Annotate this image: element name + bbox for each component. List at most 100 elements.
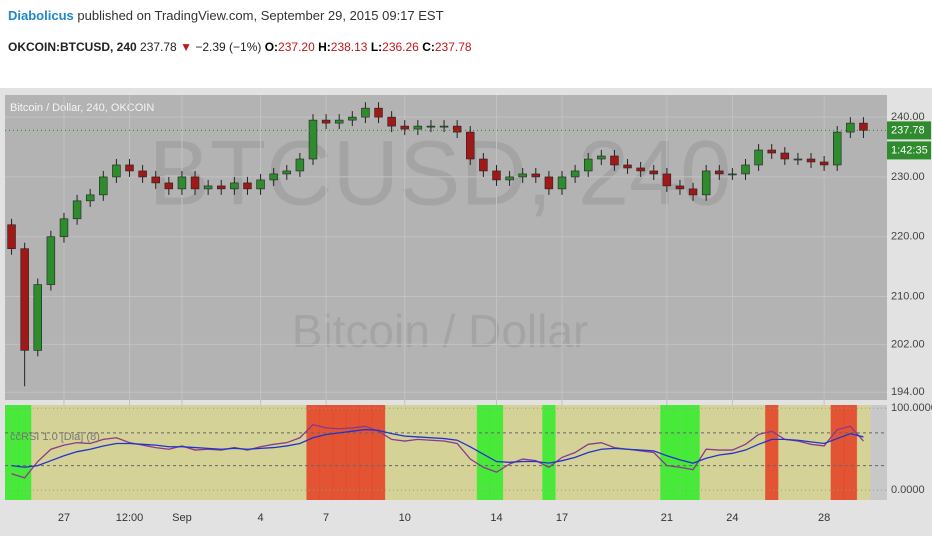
- o: 237.20: [278, 40, 315, 54]
- state-band: [778, 405, 792, 500]
- state-band: [267, 405, 281, 500]
- state-band: [738, 405, 753, 500]
- candle-body: [846, 122, 855, 133]
- x-tick-label: 21: [661, 512, 673, 524]
- x-tick-label: 27: [58, 512, 70, 524]
- state-band: [371, 405, 386, 500]
- candle-body: [308, 119, 318, 160]
- last: 237.78: [140, 40, 177, 54]
- x-tick-label: 28: [818, 512, 830, 524]
- state-band: [634, 405, 648, 500]
- candle-body: [413, 125, 423, 130]
- state-band: [463, 405, 478, 500]
- x-tick-label: 4: [258, 512, 264, 524]
- x-tick-label: 10: [399, 512, 411, 524]
- candle-body: [492, 170, 501, 181]
- price-tag-label: 237.78: [891, 124, 925, 136]
- candle-body: [7, 224, 16, 249]
- watermark-subtitle: Bitcoin / Dollar: [292, 305, 589, 357]
- candle-body: [59, 218, 69, 238]
- price-tag: [887, 121, 931, 140]
- candle-body: [531, 173, 541, 178]
- candle-body: [715, 170, 724, 175]
- candle-body: [623, 164, 632, 169]
- candle-body: [688, 188, 698, 196]
- state-band: [5, 405, 19, 500]
- state-band: [136, 405, 150, 500]
- state-band: [358, 405, 373, 500]
- candle-body: [282, 170, 292, 175]
- symbol-line: OKCOIN:BTCUSD, 240 237.78 ▼ −2.39 (−1%) …: [8, 40, 472, 54]
- state-band: [752, 405, 766, 500]
- candle-body: [203, 185, 213, 190]
- candle-body: [780, 152, 790, 160]
- candle-body: [164, 182, 174, 190]
- candle-body: [295, 158, 305, 172]
- candle-body: [256, 179, 265, 190]
- y-tick-label: 220.00: [891, 231, 925, 243]
- change: −2.39 (−1%): [195, 40, 261, 54]
- candle-body: [400, 125, 409, 130]
- state-band: [817, 405, 832, 500]
- candle-body: [649, 170, 658, 175]
- arrow: ▼: [180, 40, 192, 54]
- state-band: [555, 405, 570, 500]
- candle-body: [662, 173, 672, 187]
- state-band: [489, 405, 504, 500]
- y-tick-label: 194.00: [891, 386, 925, 398]
- state-band: [660, 405, 674, 500]
- state-band: [398, 405, 412, 500]
- h-label: H:: [318, 40, 331, 54]
- state-band: [542, 405, 556, 500]
- candle-body: [544, 176, 554, 190]
- indicator-line: [11, 423, 864, 479]
- state-band: [843, 405, 858, 500]
- candle-body: [217, 185, 226, 190]
- state-band: [476, 405, 491, 500]
- y-tick-label: 202.00: [891, 338, 925, 350]
- candle-body: [819, 161, 829, 166]
- state-band: [725, 405, 740, 500]
- x-tick-label: 7: [323, 512, 329, 524]
- state-band: [44, 405, 58, 500]
- candle-body: [33, 284, 42, 351]
- state-band: [450, 405, 465, 500]
- x-tick-label: Sep: [172, 512, 192, 524]
- state-band: [18, 405, 32, 500]
- candle-body: [859, 122, 868, 131]
- state-band: [254, 405, 268, 500]
- candle-body: [741, 164, 750, 175]
- price-pane: [5, 95, 887, 400]
- candle-body: [833, 131, 842, 166]
- state-band: [424, 405, 438, 500]
- o-label: O:: [265, 40, 278, 54]
- candle-body: [125, 164, 134, 172]
- published: published on TradingView.com, September …: [77, 8, 443, 23]
- candle-body: [505, 176, 514, 181]
- header-line: Diabolicus published on TradingView.com,…: [8, 8, 444, 23]
- state-band: [765, 405, 779, 500]
- state-band: [162, 405, 176, 500]
- candle-body: [557, 176, 567, 190]
- countdown-label: 1:42:35: [891, 144, 928, 156]
- state-band: [804, 405, 819, 500]
- state-band: [319, 405, 334, 500]
- candle-body: [466, 131, 475, 160]
- candle-body: [767, 149, 776, 154]
- state-band: [791, 405, 805, 500]
- candle-body: [112, 164, 121, 178]
- candle-body: [321, 119, 331, 124]
- state-band: [856, 405, 871, 500]
- candle-body: [348, 116, 357, 121]
- candle-body: [361, 107, 370, 118]
- candle-body: [72, 200, 82, 220]
- candle-body: [230, 182, 239, 190]
- x-tick-label: 24: [726, 512, 738, 524]
- state-band: [122, 405, 137, 500]
- y-tick-label: 230.00: [891, 171, 925, 183]
- candle-body: [701, 170, 711, 196]
- x-tick-label: 17: [556, 512, 568, 524]
- state-band: [96, 405, 111, 500]
- candle-body: [806, 158, 816, 163]
